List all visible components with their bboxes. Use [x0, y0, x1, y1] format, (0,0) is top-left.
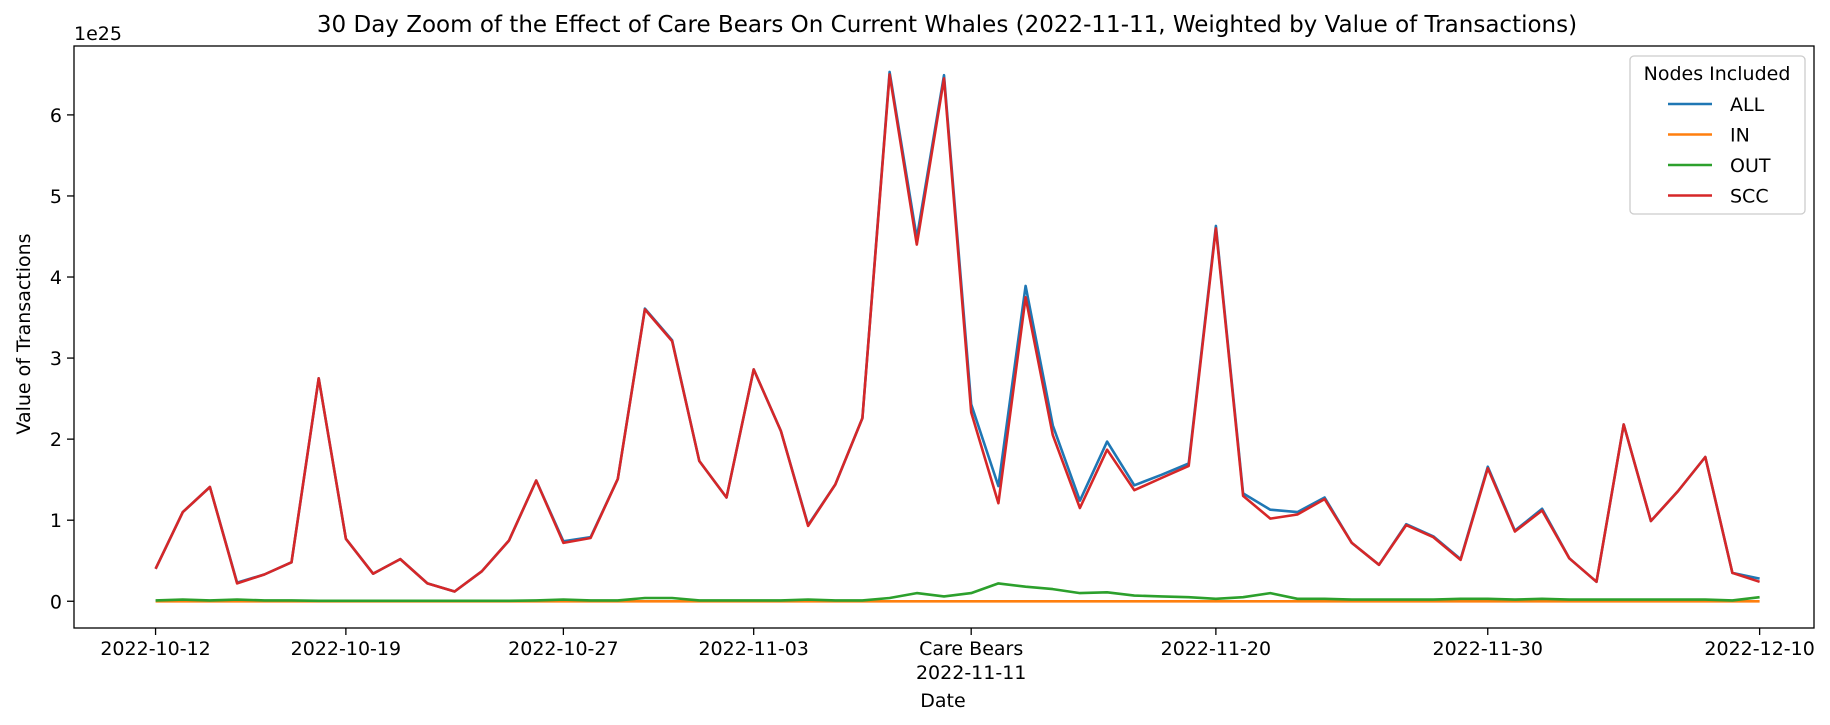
y-axis-multiplier: 1e25 [74, 23, 122, 45]
y-tick-label: 5 [50, 186, 62, 208]
x-tick-label-line: 2022-11-30 [1433, 638, 1543, 660]
legend-label-in: IN [1730, 125, 1750, 147]
x-tick-label: 2022-10-19 [291, 638, 401, 660]
x-tick-label: 2022-11-20 [1161, 638, 1271, 660]
x-tick-label-line: 2022-10-12 [100, 638, 210, 660]
legend-label-scc: SCC [1730, 186, 1769, 208]
x-tick-label: 2022-10-27 [508, 638, 618, 660]
x-tick-label-line: 2022-12-10 [1704, 638, 1814, 660]
y-tick-label: 0 [50, 591, 62, 613]
x-tick-label: 2022-12-10 [1704, 638, 1814, 660]
x-tick-label: 2022-10-12 [100, 638, 210, 660]
chart-title: 30 Day Zoom of the Effect of Care Bears … [317, 12, 1577, 38]
plot-lines [154, 70, 1761, 603]
legend-label-out: OUT [1730, 155, 1771, 177]
x-tick-label: Care Bears 2022-11-11 [916, 638, 1026, 684]
series-line-all [154, 70, 1760, 593]
y-axis-label: Value of Transactions [13, 233, 35, 434]
legend-title: Nodes Included [1644, 63, 1791, 85]
y-tick-label: 3 [50, 348, 62, 370]
y-tick-label: 1 [50, 510, 62, 532]
plot-frame [73, 45, 1815, 629]
x-tick-label-line: 2022-10-27 [508, 638, 618, 660]
x-tick-label-line: 2022-11-03 [698, 638, 808, 660]
x-tick-label-line: 2022-11-11 [916, 662, 1026, 684]
x-tick-label: 2022-11-03 [698, 638, 808, 660]
x-tick-label-line: 2022-10-19 [291, 638, 401, 660]
legend-box [1629, 55, 1806, 215]
y-tick-label: 2 [50, 429, 62, 451]
series-line-out [155, 582, 1760, 603]
x-tick-label: 2022-11-30 [1433, 638, 1543, 660]
series-line-scc [154, 73, 1761, 593]
y-axis-ticks: 0 1 2 3 4 5 6 [50, 105, 74, 613]
x-axis-label: Date [920, 690, 965, 712]
legend-label-all: ALL [1730, 94, 1765, 116]
y-tick-label: 4 [50, 267, 62, 289]
y-tick-label: 6 [50, 105, 62, 127]
x-axis-ticks: 2022-10-12 2022-10-19 2022-10-27 2022-11-03… [100, 628, 1815, 684]
legend: Nodes Included ALL IN OUT SCC [1629, 55, 1806, 215]
x-tick-label-line: 2022-11-20 [1161, 638, 1271, 660]
x-tick-label-line: Care Bears [919, 638, 1023, 660]
